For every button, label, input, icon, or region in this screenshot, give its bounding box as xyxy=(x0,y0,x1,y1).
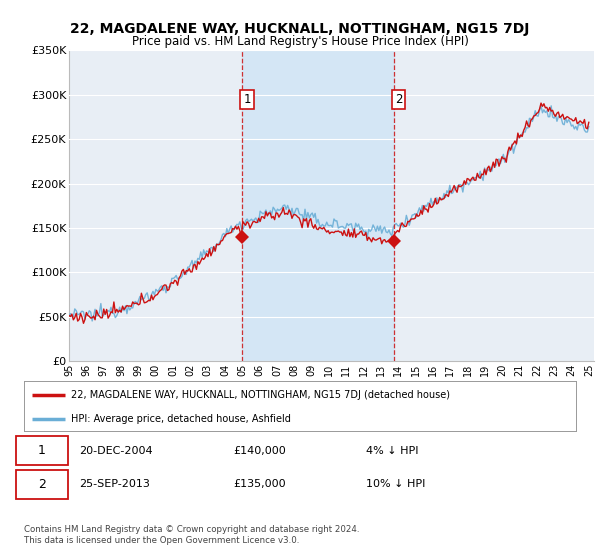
Text: 20-DEC-2004: 20-DEC-2004 xyxy=(79,446,153,455)
Text: 1: 1 xyxy=(243,93,251,106)
FancyBboxPatch shape xyxy=(16,470,68,498)
Bar xyxy=(242,50,394,361)
FancyBboxPatch shape xyxy=(16,436,68,465)
Text: 22, MAGDALENE WAY, HUCKNALL, NOTTINGHAM, NG15 7DJ (detached house): 22, MAGDALENE WAY, HUCKNALL, NOTTINGHAM,… xyxy=(71,390,450,400)
Text: £135,000: £135,000 xyxy=(234,479,286,489)
Text: 1: 1 xyxy=(38,444,46,457)
Text: 4% ↓ HPI: 4% ↓ HPI xyxy=(366,446,419,455)
Text: £140,000: £140,000 xyxy=(234,446,287,455)
Text: HPI: Average price, detached house, Ashfield: HPI: Average price, detached house, Ashf… xyxy=(71,414,291,423)
Text: 2: 2 xyxy=(38,478,46,491)
Text: 2: 2 xyxy=(395,93,403,106)
Text: Contains HM Land Registry data © Crown copyright and database right 2024.
This d: Contains HM Land Registry data © Crown c… xyxy=(24,525,359,545)
Text: 10% ↓ HPI: 10% ↓ HPI xyxy=(366,479,425,489)
Text: 25-SEP-2013: 25-SEP-2013 xyxy=(79,479,150,489)
Text: Price paid vs. HM Land Registry's House Price Index (HPI): Price paid vs. HM Land Registry's House … xyxy=(131,35,469,48)
Text: 22, MAGDALENE WAY, HUCKNALL, NOTTINGHAM, NG15 7DJ: 22, MAGDALENE WAY, HUCKNALL, NOTTINGHAM,… xyxy=(70,22,530,36)
